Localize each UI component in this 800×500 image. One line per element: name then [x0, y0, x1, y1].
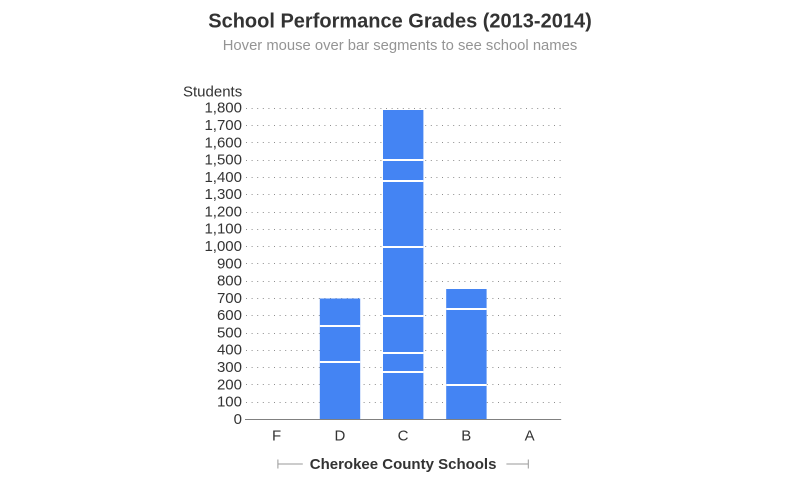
- svg-text:School Performance Grades (201: School Performance Grades (2013-2014): [208, 11, 592, 33]
- svg-text:600: 600: [217, 307, 242, 324]
- svg-text:1,000: 1,000: [204, 238, 242, 255]
- svg-text:1,700: 1,700: [204, 117, 242, 134]
- svg-text:500: 500: [217, 325, 242, 342]
- svg-text:1,300: 1,300: [204, 186, 242, 203]
- svg-text:Cherokee County Schools: Cherokee County Schools: [310, 456, 497, 473]
- svg-text:800: 800: [217, 273, 242, 290]
- svg-text:1,400: 1,400: [204, 169, 242, 186]
- svg-text:100: 100: [217, 394, 242, 411]
- svg-text:300: 300: [217, 359, 242, 376]
- svg-text:Students: Students: [183, 83, 242, 100]
- svg-text:C: C: [398, 427, 409, 444]
- svg-text:F: F: [272, 427, 281, 444]
- svg-text:0: 0: [234, 411, 242, 428]
- svg-text:1,200: 1,200: [204, 203, 242, 220]
- svg-text:700: 700: [217, 290, 242, 307]
- svg-text:A: A: [525, 427, 535, 444]
- svg-text:400: 400: [217, 342, 242, 359]
- svg-text:1,800: 1,800: [204, 100, 242, 117]
- svg-text:200: 200: [217, 376, 242, 393]
- svg-text:1,500: 1,500: [204, 152, 242, 169]
- svg-text:900: 900: [217, 255, 242, 272]
- svg-text:1,600: 1,600: [204, 134, 242, 151]
- svg-text:Hover mouse over bar segments: Hover mouse over bar segments to see sch…: [223, 38, 577, 54]
- svg-text:B: B: [461, 427, 471, 444]
- svg-text:1,100: 1,100: [204, 221, 242, 238]
- svg-text:D: D: [334, 427, 345, 444]
